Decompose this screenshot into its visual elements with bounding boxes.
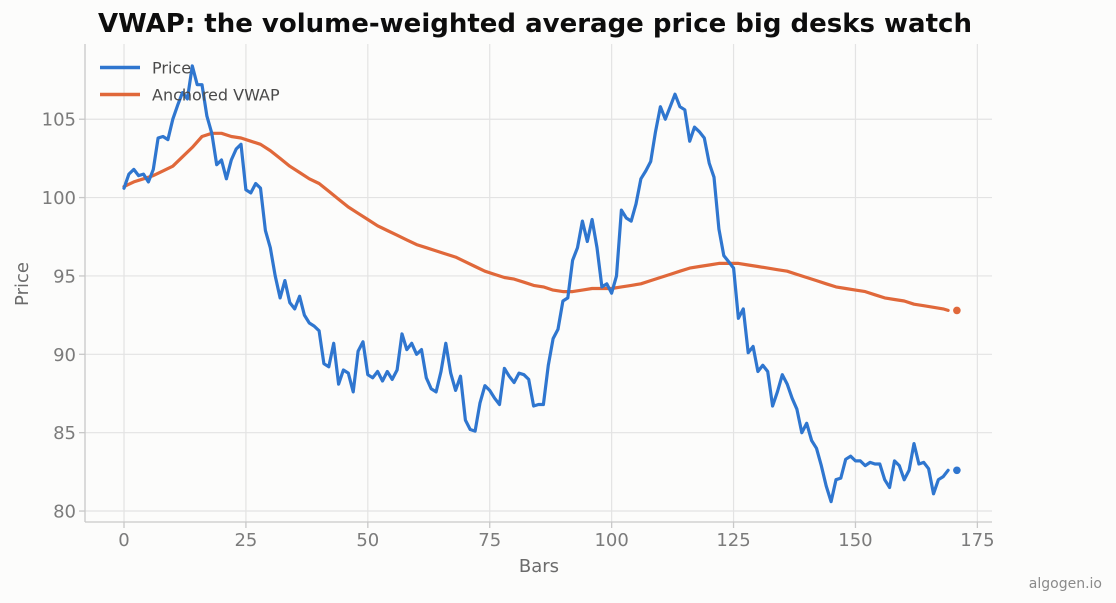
series-end-point-anchored-vwap [953,306,961,315]
series-line-price [122,64,950,504]
x-tick-label: 0 [118,530,129,551]
y-tick-label: 100 [42,188,76,209]
y-tick-label: 105 [42,110,76,131]
y-tick-label: 80 [53,502,76,523]
series-layer [122,64,961,504]
chart-title: VWAP: the volume-weighted average price … [98,9,972,39]
axes-spines [84,44,992,523]
legend: Price Anchored VWAP [100,59,280,105]
x-tick-label: 125 [716,530,750,551]
x-tick-label: 175 [960,530,994,551]
grid-layer [85,44,992,522]
y-tick-label: 95 [53,266,76,287]
x-axis-label: Bars [519,556,559,577]
x-tick-label: 75 [478,530,501,551]
y-axis-label: Price [12,262,33,306]
y-axis-ticks: 80 85 90 95 100 105 [42,110,85,523]
x-tick-label: 150 [838,530,872,551]
series-end-point-price [953,466,961,475]
series-line-anchored-vwap [122,131,950,312]
y-tick-label: 85 [53,423,76,444]
x-tick-label: 50 [356,530,379,551]
x-tick-label: 100 [594,530,628,551]
x-axis-ticks: 0 25 50 75 100 125 150 175 [118,522,995,551]
watermark: algogen.io [1029,576,1102,592]
legend-label-price: Price [152,59,191,78]
x-tick-label: 25 [234,530,257,551]
y-tick-label: 90 [53,345,76,366]
legend-label-anchored-vwap: Anchored VWAP [152,86,280,105]
